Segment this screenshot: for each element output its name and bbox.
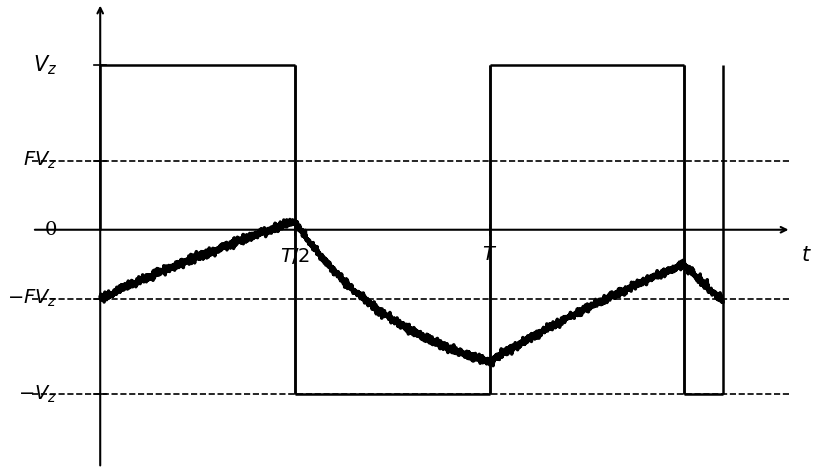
Text: $t$: $t$ xyxy=(801,246,812,265)
Text: $V_z$: $V_z$ xyxy=(33,54,58,77)
Text: $-FV_z$: $-FV_z$ xyxy=(7,288,58,309)
Text: $FV_z$: $FV_z$ xyxy=(24,150,58,171)
Text: $T$: $T$ xyxy=(482,246,498,264)
Text: $-V_z$: $-V_z$ xyxy=(19,383,58,405)
Text: $T/2$: $T/2$ xyxy=(280,246,310,266)
Text: 0: 0 xyxy=(45,221,58,239)
